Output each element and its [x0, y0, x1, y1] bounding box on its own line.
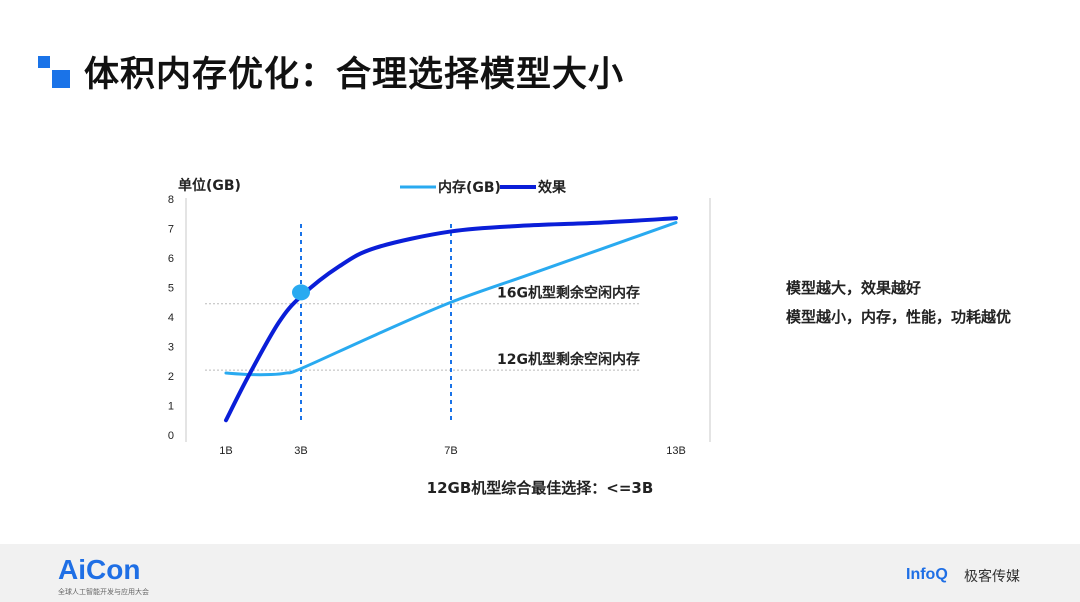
y-left-tick-label: 3	[168, 342, 174, 354]
y-left-tick-label: 8	[168, 194, 174, 206]
page-title: 体积内存优化：合理选择模型大小	[84, 55, 625, 95]
series-line-effect	[224, 216, 678, 423]
infoq-logo: InfoQ	[906, 566, 948, 583]
x-tick-label: 3B	[294, 445, 307, 457]
title-mark-square-large	[52, 70, 70, 88]
title-logo-mark	[38, 56, 72, 90]
y-left-tick-label: 0	[168, 430, 174, 442]
x-tick-label: 1B	[219, 445, 232, 457]
footer-bar: AiCon 全球人工智能开发与应用大会 InfoQ 极客传媒	[0, 544, 1080, 602]
conclusion-text: 12GB机型综合最佳选择：<=3B	[426, 479, 654, 497]
y-left-tick-label: 2	[168, 371, 174, 383]
legend-label: 效果	[538, 179, 567, 196]
series-line-memory	[224, 221, 678, 377]
y-left-tick-label: 4	[168, 312, 174, 324]
note-larger-model: 模型越大，效果越好	[786, 279, 922, 297]
note-smaller-model: 模型越小，内存，性能，功耗越优	[786, 308, 1012, 326]
x-tick-label: 13B	[666, 445, 686, 457]
highlight-point	[292, 284, 310, 301]
jike-logo: 极客传媒	[964, 569, 1020, 585]
y-left-tick-label: 7	[168, 224, 174, 236]
reference-hline-label: 16G机型剩余空闲内存	[497, 285, 640, 302]
aicon-subtitle: 全球人工智能开发与应用大会	[58, 588, 149, 596]
y-left-tick-label: 5	[168, 283, 174, 295]
aicon-logo: AiCon	[58, 554, 141, 585]
memory-effect-chart: 0123456780.590.600.600.610.610.620.620.6…	[168, 177, 711, 457]
reference-hline-label: 12G机型剩余空闲内存	[497, 351, 640, 368]
legend-label: 内存(GB)	[438, 179, 501, 196]
x-tick-label: 7B	[444, 445, 457, 457]
y-axis-title: 单位(GB)	[178, 177, 241, 194]
y-left-tick-label: 1	[168, 401, 174, 413]
y-left-tick-label: 6	[168, 253, 174, 265]
title-mark-square-small	[38, 56, 50, 68]
